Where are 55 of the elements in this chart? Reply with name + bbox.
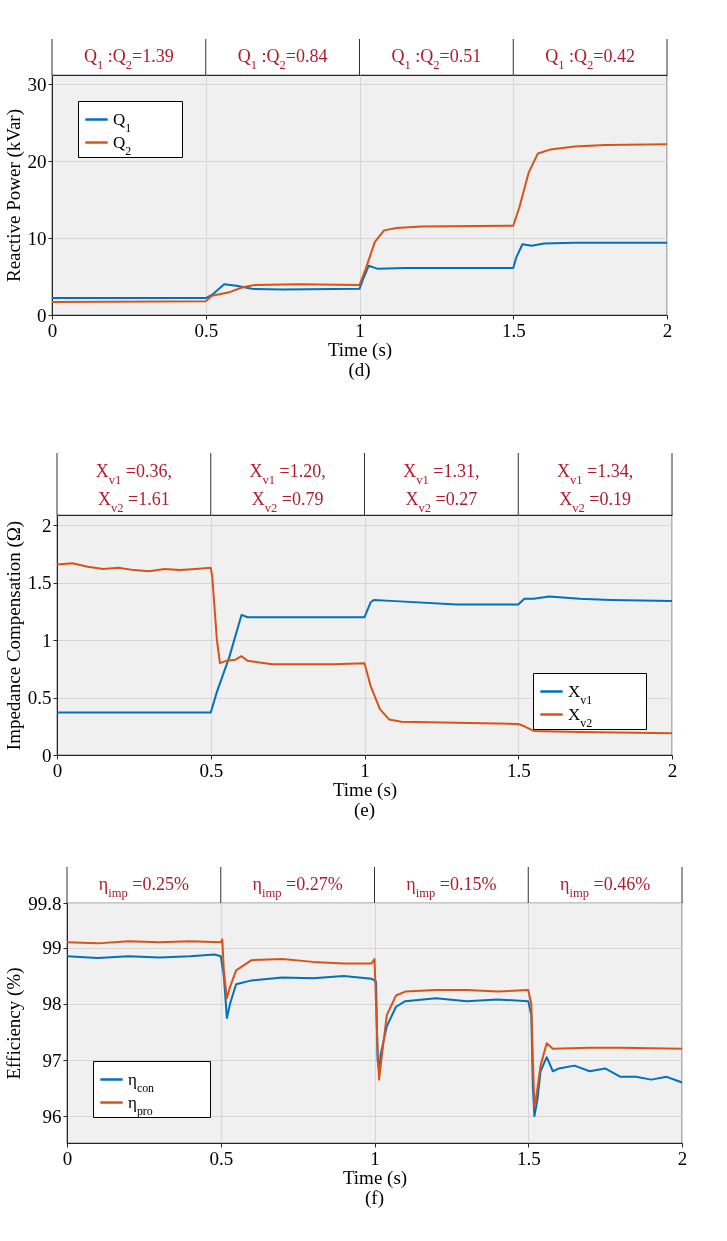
legend-label: η$_{pro}$ [128, 1092, 153, 1118]
y-tick-label: 10 [27, 227, 47, 249]
text: η$_{imp}$ =0.27% [252, 874, 343, 900]
y-tick-label: 30 [27, 73, 47, 95]
legend-label: X$_{v1}$ [568, 681, 593, 707]
y-axis-title: Reactive Power (kVar) [2, 108, 25, 283]
x-tick-label: 1 [370, 1147, 380, 1169]
x-tick-label: 1 [355, 319, 365, 341]
y-tick-label: 97 [42, 1049, 62, 1071]
x-tick-label: 2 [662, 319, 673, 341]
text: Q$_{1}$ :Q$_{2}$=0.42 [545, 46, 635, 72]
text: Q$_{1}$ :Q$_{2}$=1.39 [84, 46, 174, 72]
x-tick-label: 2 [677, 1147, 688, 1169]
legend-label: Q$_{2}$ [113, 132, 132, 158]
y-axis-title: Impedance Compensation (Ω) [2, 520, 25, 751]
legend-label: Q$_{1}$ [113, 109, 132, 135]
x-tick-label: 2 [667, 759, 678, 781]
x-axis-title: Time (s) [342, 1166, 408, 1189]
x-tick-label: 1.5 [506, 759, 531, 781]
y-tick-label: 96 [42, 1105, 62, 1127]
y-tick-label: 0 [37, 304, 47, 326]
text: X$_{v1}$ =1.20, X$_{v2}$ =0.79 [249, 461, 326, 515]
y-tick-label: 2 [42, 514, 52, 536]
text: (f) [365, 1187, 384, 1209]
x-tick-label: 0.5 [199, 759, 224, 781]
text: η$_{imp}$ =0.15% [406, 874, 497, 900]
x-axis-title: Time (s) [332, 778, 398, 801]
y-axis-title: Efficiency (%) [3, 967, 26, 1080]
text: X$_{v1}$ =0.36, X$_{v2}$ =1.61 [95, 461, 172, 515]
x-tick-label: 1.5 [516, 1147, 541, 1169]
x-tick-label: 1.5 [501, 319, 526, 341]
x-tick-label: 1 [360, 759, 370, 781]
y-tick-label: 98 [42, 993, 62, 1015]
line-series [57, 562, 672, 735]
x-tick-label: 0.5 [209, 1147, 234, 1169]
text: (d) [348, 359, 371, 381]
text: Q$_{1}$ :Q$_{2}$=0.84 [237, 46, 328, 72]
y-tick-label: 99 [42, 937, 62, 959]
text: Q$_{1}$ :Q$_{2}$=0.51 [391, 46, 482, 72]
text: (e) [353, 799, 376, 821]
text: η$_{imp}$ =0.25% [98, 874, 189, 900]
y-tick-label: 1 [42, 629, 52, 651]
legend-label: η$_{con}$ [128, 1069, 155, 1095]
y-tick-label: 20 [27, 150, 47, 172]
text: η$_{imp}$ =0.46% [560, 874, 651, 900]
line-series [52, 241, 667, 300]
x-tick-label: 0.5 [194, 319, 219, 341]
x-axis-title: Time (s) [327, 338, 393, 361]
y-tick-label: 0.5 [27, 687, 52, 709]
y-tick-label: 0 [42, 744, 52, 766]
text: X$_{v1}$ =1.31, X$_{v2}$ =0.27 [403, 461, 480, 515]
y-tick-label: 1.5 [27, 572, 52, 594]
text: X$_{v1}$ =1.34, X$_{v2}$ =0.19 [557, 461, 634, 515]
y-tick-label: 99.8 [28, 892, 62, 914]
legend-label: X$_{v2}$ [568, 704, 593, 730]
